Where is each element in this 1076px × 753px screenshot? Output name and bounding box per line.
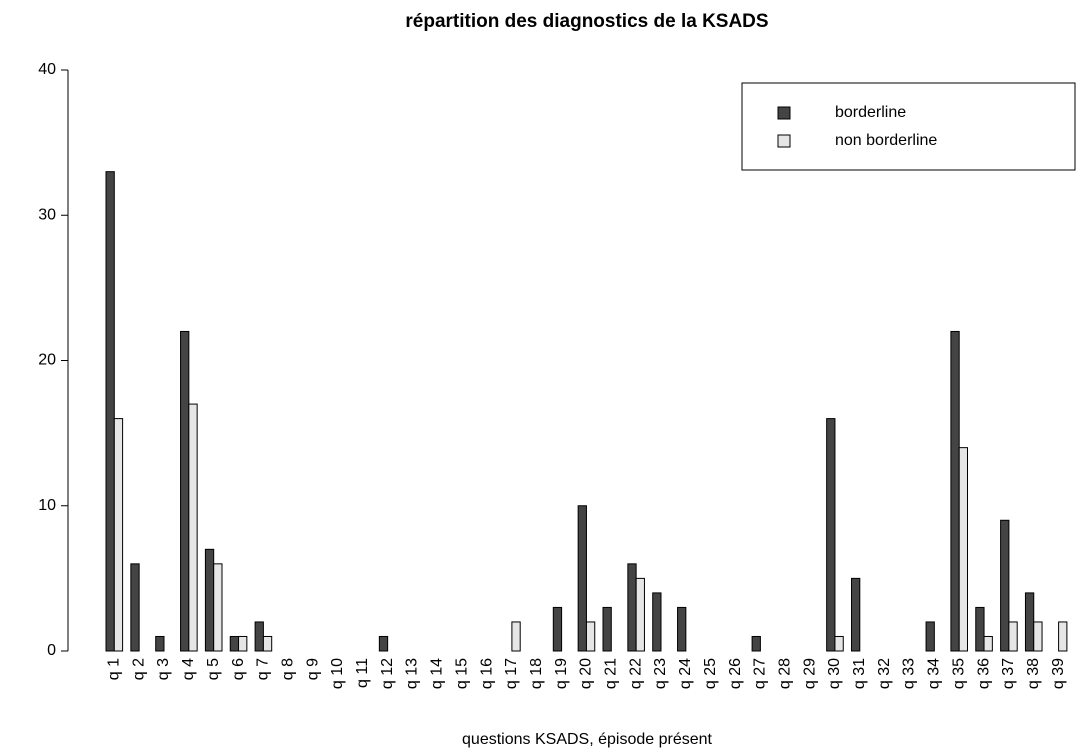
bar [958,447,969,652]
x-tick-label: q 23 [652,658,669,689]
bar [1058,621,1068,652]
bar [511,621,521,652]
bar [950,330,960,652]
x-tick-label: q 35 [950,658,967,689]
bar [577,505,587,652]
x-tick-label: q 9 [304,658,321,680]
legend-label: borderline [835,104,906,121]
bar [105,171,115,652]
x-tick-label: q 31 [851,658,868,689]
x-tick-label: q 34 [926,658,943,689]
bar [975,606,985,652]
bar [627,563,637,652]
bar [1008,621,1018,652]
x-tick-label: q 29 [801,658,818,689]
bar [254,621,264,652]
bar [851,577,861,652]
bar [635,577,645,652]
bar [188,403,198,652]
x-tick-label: q 2 [130,658,147,680]
x-tick-label: q 37 [1000,658,1017,689]
bar [826,418,836,652]
x-tick-label: q 17 [503,658,520,689]
x-tick-label: q 5 [205,658,222,680]
bar [262,635,273,652]
bar [652,592,662,652]
x-tick-label: q 10 [329,658,346,689]
x-axis-label: questions KSADS, épisode présent [462,731,712,748]
x-tick-label: q 16 [478,658,495,689]
x-tick-label: q 1 [106,658,123,680]
bar [1024,592,1035,652]
bar [204,548,215,652]
bar [1033,621,1043,652]
bar [238,635,248,652]
x-tick-label: q 8 [279,658,296,680]
bar [751,635,761,652]
x-tick-label: q 39 [1050,658,1067,689]
x-tick-label: q 11 [354,658,371,688]
bar [155,635,165,652]
bar [834,635,844,652]
bar [677,606,687,652]
x-tick-label: q 33 [901,658,918,689]
x-tick-label: q 7 [255,658,272,680]
bar [180,330,190,652]
legend-swatch [777,134,791,148]
x-tick-label: q 36 [975,658,992,689]
x-tick-label: q 24 [677,658,694,689]
y-tick-label: 10 [38,497,56,514]
bar [113,418,124,652]
x-tick-label: q 28 [776,658,793,689]
x-tick-label: q 12 [379,658,396,689]
x-tick-label: q 14 [429,658,446,689]
x-tick-label: q 26 [727,658,744,689]
x-tick-label: q 20 [578,658,595,689]
x-tick-label: q 22 [627,658,644,689]
x-tick-label: q 13 [404,658,421,689]
bar [213,563,223,652]
x-tick-label: q 6 [230,658,247,680]
bar [1000,519,1010,652]
x-tick-label: q 30 [826,658,843,689]
legend-swatch [777,106,791,120]
x-tick-label: q 15 [453,658,470,689]
x-tick-label: q 21 [603,658,620,689]
x-tick-label: q 18 [528,658,545,689]
bar [983,635,993,652]
x-tick-label: q 25 [702,658,719,689]
x-tick-label: q 27 [752,658,769,689]
y-tick-label: 40 [38,61,56,78]
chart-title: répartition des diagnostics de la KSADS [405,11,768,32]
legend-box [741,82,1076,171]
x-tick-label: q 38 [1025,658,1042,689]
y-tick-label: 0 [47,642,56,659]
x-tick-label: q 4 [180,658,197,680]
bar [378,635,389,652]
bar [130,563,140,652]
x-tick-label: q 32 [876,658,893,689]
x-tick-label: q 3 [155,658,172,680]
bar [229,635,240,652]
bar [925,621,935,652]
bar [552,606,563,652]
y-tick-label: 30 [38,206,56,223]
legend-label: non borderline [835,132,937,149]
bar [585,621,596,652]
bar [602,606,612,652]
y-tick-label: 20 [38,352,56,369]
x-tick-label: q 19 [553,658,570,689]
